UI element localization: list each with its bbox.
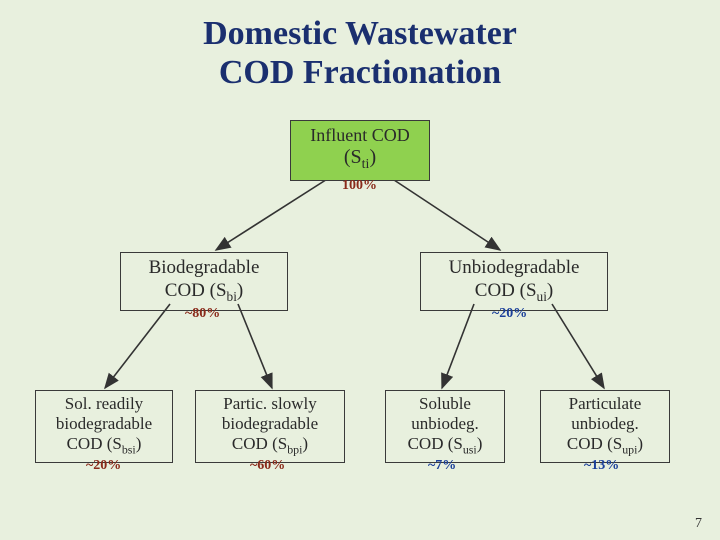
node-unbiodegradable: Unbiodegradable COD (Sui) — [420, 252, 608, 311]
root-label-2: (Sti) — [305, 146, 415, 174]
root-label-1: Influent COD — [305, 125, 415, 146]
mid-right-l1: Unbiodegradable — [433, 257, 595, 279]
title-line-2: COD Fractionation — [219, 54, 501, 91]
pct-leaf-2: ~7% — [428, 458, 456, 474]
pct-biodegradable: ~80% — [185, 306, 220, 322]
node-partic-unbio: Particulate unbiodeg. COD (Supi) — [540, 390, 670, 463]
title-line-1: Domestic Wastewater — [203, 15, 517, 52]
node-biodegradable: Biodegradable COD (Sbi) — [120, 252, 288, 311]
pct-root: 100% — [342, 178, 377, 194]
pct-unbiodegradable: ~20% — [492, 306, 527, 322]
node-sol-readily-bio: Sol. readily biodegradable COD (Sbsi) — [35, 390, 173, 463]
page-title: Domestic Wastewater COD Fractionation — [0, 0, 720, 92]
pct-leaf-0: ~20% — [86, 458, 121, 474]
page-number: 7 — [695, 516, 702, 532]
mid-left-l2: COD (Sbi) — [133, 280, 275, 304]
mid-right-l2: COD (Sui) — [433, 280, 595, 304]
mid-left-l1: Biodegradable — [133, 257, 275, 279]
pct-leaf-1: ~60% — [250, 458, 285, 474]
node-partic-slowly-bio: Partic. slowly biodegradable COD (Sbpi) — [195, 390, 345, 463]
node-influent-cod: Influent COD (Sti) — [290, 120, 430, 181]
flowchart: Influent COD (Sti) 100% Biodegradable CO… — [0, 100, 720, 520]
pct-leaf-3: ~13% — [584, 458, 619, 474]
node-soluble-unbio: Soluble unbiodeg. COD (Susi) — [385, 390, 505, 463]
